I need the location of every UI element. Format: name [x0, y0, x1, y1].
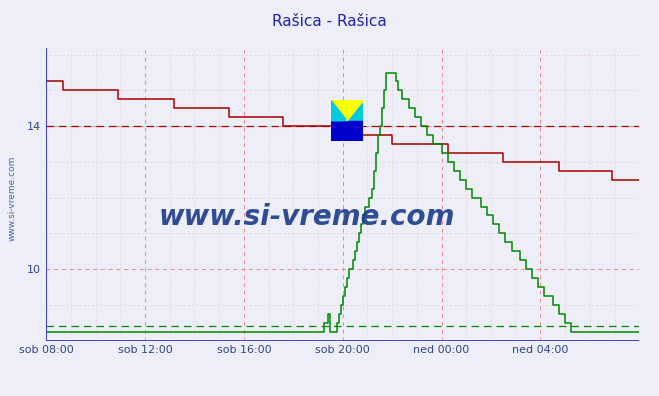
- Text: www.si-vreme.com: www.si-vreme.com: [159, 204, 455, 232]
- Bar: [331, 121, 364, 141]
- Text: Rašica - Rašica: Rašica - Rašica: [272, 14, 387, 29]
- Polygon shape: [331, 100, 347, 121]
- Polygon shape: [347, 100, 364, 121]
- Text: www.si-vreme.com: www.si-vreme.com: [8, 155, 17, 241]
- Bar: [347, 100, 364, 121]
- Bar: [331, 100, 347, 121]
